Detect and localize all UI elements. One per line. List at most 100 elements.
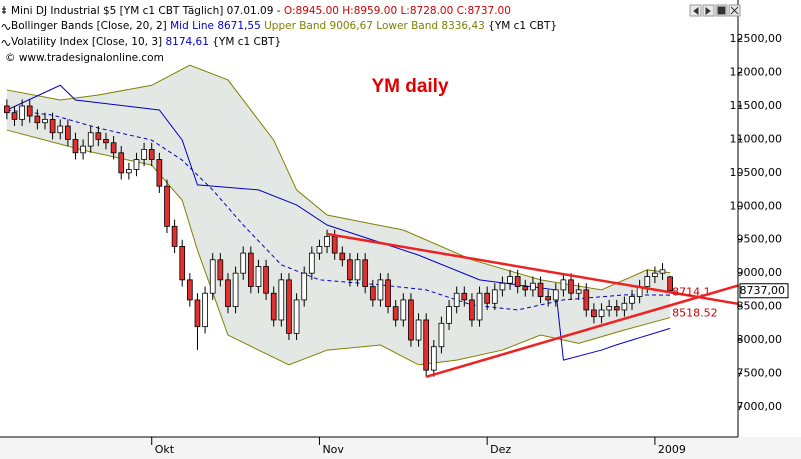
candle-body [461, 292, 468, 301]
candle-body [415, 319, 422, 341]
candle-body [324, 235, 330, 247]
candle-body [339, 252, 346, 261]
candle-body [126, 169, 132, 174]
candle-body [514, 276, 521, 287]
candle-body [34, 115, 41, 124]
y-tick-label: 11000,00 [730, 132, 783, 145]
indicator-symbol: {YM c1 CBT} [212, 36, 281, 48]
y-tick-label: 10500,00 [730, 166, 783, 179]
candle-body [11, 112, 18, 120]
trendline-label: 8518.52 [672, 306, 718, 319]
indicator-line [6, 129, 671, 366]
candle-body [179, 246, 186, 281]
candle-body [141, 149, 147, 160]
candle-body [186, 279, 193, 301]
chart-title: YM daily [371, 76, 449, 97]
candle-body [446, 306, 452, 324]
candle-body [385, 279, 391, 308]
candle-body [362, 259, 369, 287]
x-tick-label: Okt [155, 443, 175, 456]
indicator-value: Upper Band 9006,67 [264, 20, 373, 32]
y-tick-label: 9500,00 [737, 233, 783, 246]
candle-body [286, 279, 292, 334]
legend-entry: Volatility Index [Close, 10, 3] 8174,61 … [11, 36, 281, 48]
candle-body [552, 289, 559, 301]
candle-body [400, 299, 407, 321]
y-tick-label: 12500,00 [730, 32, 783, 45]
y-tick-label: 9000,00 [737, 266, 783, 279]
candle-body [80, 145, 86, 154]
candle-body [606, 306, 612, 311]
candle-body [308, 252, 315, 274]
candle-body [613, 306, 620, 311]
legend-entry: Mini DJ Industrial $5 [YM c1 CBT Täglich… [11, 5, 511, 17]
legend-icon [1, 24, 11, 30]
legend-entry: Bollinger Bands [Close, 20, 2] Mid Line … [11, 20, 557, 32]
candle-body [65, 125, 71, 140]
indicator-line [6, 84, 671, 361]
candle-body [560, 279, 567, 291]
candle-body [87, 132, 94, 147]
trendline [326, 232, 739, 306]
candle-body [278, 279, 285, 321]
candle-body [507, 276, 513, 284]
candle-body [156, 159, 163, 187]
indicator-line [6, 64, 671, 291]
candle-body [568, 279, 574, 294]
candle-body [652, 272, 658, 277]
candle-body [118, 152, 125, 174]
candle-body [629, 296, 635, 304]
candle-body [537, 282, 544, 297]
candle-body [621, 302, 628, 311]
y-tick-label: 12000,00 [730, 66, 783, 79]
candle-body [499, 282, 506, 291]
candle-body [491, 289, 498, 304]
indicator-value: Lower Band 8336,43 [376, 20, 485, 32]
candle-body [171, 225, 178, 247]
indicator-value: Mid Line 8671,55 [170, 20, 261, 32]
candle-body [95, 132, 102, 140]
trendline [425, 284, 740, 379]
candle-body [103, 139, 109, 144]
x-axis-strip [0, 437, 801, 459]
candle-body [331, 235, 338, 254]
y-tick-label: 8500,00 [737, 300, 783, 313]
candle-body [110, 142, 117, 154]
candle-body [49, 118, 56, 134]
candle-body [4, 105, 10, 114]
source-label: © www.tradesignalonline.com [5, 52, 164, 64]
indicator-line [6, 109, 671, 311]
y-tick-label: 10000,00 [730, 199, 783, 212]
window-buttons [689, 4, 741, 17]
symbol-label: Mini DJ Industrial $5 [YM c1 CBT Täglich… [11, 5, 281, 17]
candle-body [476, 292, 483, 321]
candle-body [598, 309, 605, 318]
candle-body [270, 292, 277, 321]
candle-body [347, 259, 353, 281]
indicator-value: 8174,61 [165, 36, 208, 48]
candle-body [430, 346, 437, 371]
indicator-label: Volatility Index [Close, 10, 3] [11, 36, 162, 48]
candle-body [522, 286, 529, 291]
indicator-symbol: {YM c1 CBT} [488, 20, 557, 32]
last-price-label: 8737,00 [740, 284, 786, 297]
candle-body [301, 272, 308, 301]
candle-body [316, 246, 323, 254]
x-tick-label: Dez [490, 443, 511, 456]
candle-body [644, 276, 651, 287]
candle-body [530, 282, 536, 291]
candle-body [575, 289, 582, 294]
candle-body [423, 319, 430, 371]
legend: Mini DJ Industrial $5 [YM c1 CBT Täglich… [1, 5, 557, 64]
candle-body [369, 286, 376, 301]
candle-body [26, 105, 33, 117]
candle-body [232, 272, 239, 308]
indicator-label: Bollinger Bands [Close, 20, 2] [11, 20, 167, 32]
y-tick-label: 11500,00 [730, 99, 783, 112]
legend-icon [1, 40, 11, 46]
candle-body [453, 292, 460, 308]
candle-body [354, 259, 361, 281]
x-tick-label: 2009 [658, 443, 686, 456]
